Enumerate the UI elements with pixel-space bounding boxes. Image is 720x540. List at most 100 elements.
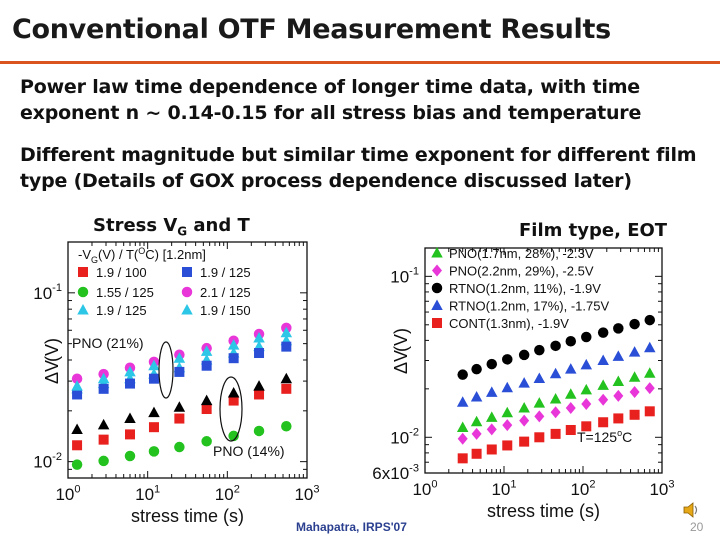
data-point: [200, 345, 213, 356]
legend-marker: [432, 264, 442, 277]
data-point: [124, 429, 135, 440]
y-axis-label: ΔV: [391, 350, 411, 374]
annotation-label: PNO (21%): [72, 335, 144, 351]
data-point: [97, 372, 110, 384]
data-point: [124, 378, 135, 389]
data-point: [71, 459, 83, 470]
paragraph-power-law: Power law time dependence of longer time…: [20, 74, 700, 126]
legend-title: -VG(V) / T(OC) [1.2nm]: [78, 246, 206, 265]
data-point: [471, 363, 482, 375]
data-point: [549, 367, 562, 379]
data-point: [501, 406, 514, 418]
data-point: [550, 406, 561, 419]
data-point: [98, 383, 109, 394]
data-point: [253, 331, 265, 343]
data-point: [565, 363, 577, 374]
legend-marker: [432, 318, 442, 328]
data-point: [581, 331, 592, 343]
data-point: [549, 392, 562, 404]
legend-marker: [431, 247, 443, 258]
y-tick-label: 10-1: [390, 266, 419, 287]
x-axis-label: stress time (s): [131, 506, 244, 526]
legend-label: 1.55 / 125: [96, 285, 154, 300]
speaker-icon[interactable]: [681, 500, 701, 520]
data-point: [124, 412, 136, 424]
data-point: [173, 352, 186, 363]
x-tick-label: 101: [491, 478, 516, 499]
data-point: [581, 421, 592, 432]
data-point: [201, 404, 212, 415]
data-point: [148, 446, 160, 457]
data-point: [613, 413, 624, 424]
data-point: [644, 341, 656, 353]
highlight-ellipse: [158, 341, 174, 399]
data-point: [72, 389, 83, 400]
data-point: [71, 373, 83, 384]
data-point: [174, 366, 185, 377]
data-point: [628, 346, 641, 357]
annotation-label: PNO (14%): [213, 443, 285, 459]
data-point: [501, 381, 514, 393]
paragraph-line: Different magnitude but similar time exp…: [20, 144, 697, 166]
data-point: [486, 386, 498, 397]
data-point: [124, 365, 136, 377]
legend-label: 1.9 / 125: [200, 265, 251, 280]
data-point: [550, 340, 561, 352]
legend-label: 1.9 / 125: [96, 303, 147, 318]
legend-label: PNO(1.7nm, 28%), -2.3V: [449, 246, 594, 261]
data-point: [173, 401, 186, 412]
data-point: [613, 389, 624, 402]
data-point: [228, 353, 239, 364]
data-point: [281, 383, 292, 394]
data-point: [253, 425, 265, 437]
data-point: [580, 358, 593, 370]
data-point: [281, 421, 292, 432]
paragraph-line: exponent n ~ 0.14-0.15 for all stress bi…: [20, 102, 642, 124]
data-point: [629, 318, 640, 330]
data-point: [471, 427, 482, 440]
data-point: [534, 410, 545, 423]
data-point: [533, 397, 546, 408]
data-point: [597, 327, 609, 338]
legend-marker: [182, 267, 192, 277]
x-axis-label: stress time (s): [487, 501, 600, 521]
data-point: [628, 371, 641, 382]
data-point: [644, 314, 656, 326]
data-point: [97, 418, 110, 430]
title-underline: [0, 61, 720, 64]
data-point: [148, 359, 160, 371]
y-tick-label: 10-2: [390, 427, 419, 448]
x-tick-label: 102: [570, 478, 595, 499]
legend-label: PNO(2.2nm, 29%), -2.5V: [449, 264, 594, 279]
y-axis-label: ΔV: [42, 360, 62, 384]
data-point: [98, 434, 109, 445]
data-point: [227, 339, 240, 350]
data-point: [502, 440, 513, 451]
data-point: [612, 350, 625, 361]
data-point: [486, 444, 497, 455]
y-axis-label-group: ΔV(V): [42, 338, 62, 384]
legend-label: 1.9 / 150: [200, 303, 251, 318]
data-point: [174, 441, 185, 453]
data-point: [174, 413, 185, 424]
data-point: [629, 386, 640, 399]
data-point: [565, 336, 577, 347]
data-point: [124, 450, 136, 462]
data-point: [456, 396, 469, 407]
data-point: [227, 387, 240, 398]
y-axis-unit: (V): [42, 338, 62, 362]
legend-marker: [181, 286, 193, 298]
x-tick-label: 103: [649, 478, 674, 499]
legend-marker: [181, 304, 193, 315]
data-point: [71, 380, 83, 391]
data-point: [148, 422, 159, 433]
data-point: [72, 440, 83, 451]
data-point: [565, 388, 577, 399]
data-point: [280, 372, 293, 384]
data-point: [470, 415, 483, 427]
data-point: [580, 383, 593, 395]
legend-label: 1.9 / 100: [96, 265, 147, 280]
x-tick-label: 101: [135, 483, 160, 504]
data-point: [201, 360, 212, 371]
